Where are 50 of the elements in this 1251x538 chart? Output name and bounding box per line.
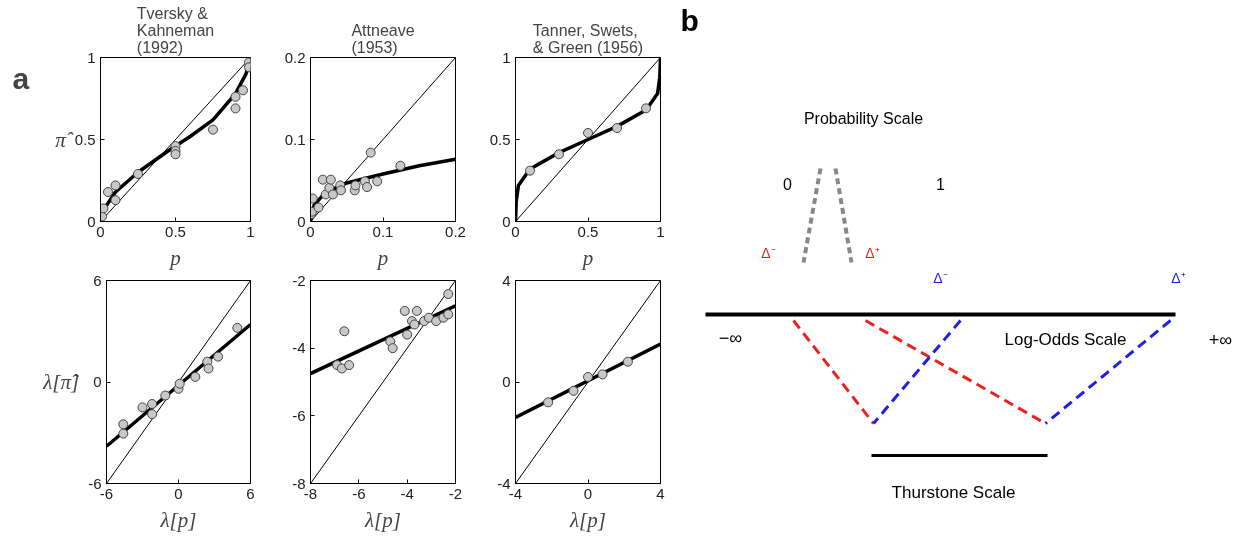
y-tick-label: -4 [292,339,306,357]
x-axis-title: λ[p] [159,507,197,532]
text: Δ⁺ [865,244,880,261]
x-axis-title: λ[p] [364,507,401,532]
text: Δ⁺ [1171,269,1186,286]
x-tick-label: 0.2 [445,222,466,240]
text: a [12,62,30,96]
text: Log-Odds Scale [1004,330,1127,349]
y-tick-label: -6 [292,406,306,424]
text: 1 [936,175,946,193]
x-tick-label: 0 [583,484,593,502]
x-tick-label: 0 [174,484,183,502]
x-tick-label: -2 [448,484,463,502]
x-tick-label: -6 [352,484,366,502]
y-tick-label: 0 [502,373,511,390]
x-tick-label: -4 [400,484,414,502]
x-tick-label: 4 [656,484,665,502]
y-tick-label: 1 [502,48,511,66]
x-axis-title: p [168,245,181,270]
x-tick-label: 0.1 [372,222,394,240]
x-axis-title: p [375,245,389,270]
text: +∞ [1208,329,1233,350]
chart-title: Attneave (1953) [351,21,415,56]
y-tick-label: 0.2 [284,48,306,66]
chart-title: Tversky & Kahneman (1992) [136,4,215,56]
x-axis-title: p [580,245,594,270]
y-tick-label: 0 [93,373,102,390]
y-tick-label: 0.5 [489,130,511,148]
text: −∞ [718,327,743,348]
text: Thurstone Scale [891,483,1016,502]
x-tick-label: 0.5 [165,222,186,240]
x-tick-label: 0.5 [577,222,599,240]
x-tick-label: 1 [656,222,665,240]
text: 0 [783,175,793,193]
x-axis-title: λ[p] [569,507,606,532]
text: Probability Scale [803,110,924,127]
text: Δ⁻ [933,269,948,286]
chart-title: Tanner, Swets, & Green (1956) [532,21,644,56]
y-tick-label: -2 [292,271,306,289]
y-tick-label: 4 [502,271,511,289]
x-tick-label: 6 [246,484,255,502]
text: Δ⁻ [761,244,776,261]
y-axis-title: λ[π̂] [42,370,80,394]
y-axis-title: π̂ [55,127,74,152]
text: b [680,4,699,37]
y-tick-label: 0.1 [284,130,306,148]
y-tick-label: 6 [93,271,102,289]
y-tick-label: 1 [87,48,96,66]
x-tick-label: 1 [246,222,255,240]
y-tick-label: 0.5 [74,130,96,148]
